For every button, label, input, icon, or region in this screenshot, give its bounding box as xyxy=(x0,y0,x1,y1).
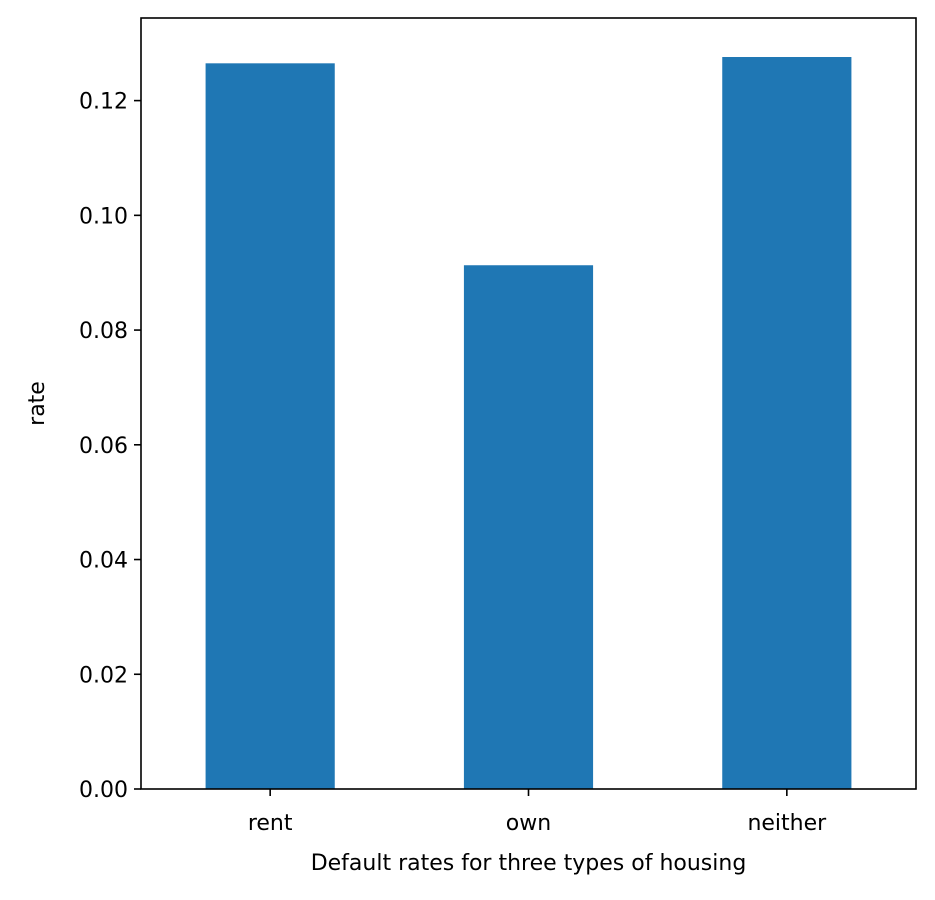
y-tick-label: 0.02 xyxy=(79,663,128,688)
x-tick-label: rent xyxy=(248,811,293,836)
plot-frame xyxy=(140,17,917,790)
x-tick-label: own xyxy=(506,811,551,836)
x-axis-ticks: rent own neither xyxy=(248,789,827,836)
y-axis-ticks: 0.00 0.02 0.04 0.06 0.08 0.10 0.12 xyxy=(79,90,141,803)
y-tick-label: 0.06 xyxy=(79,434,128,459)
y-tick-label: 0.04 xyxy=(79,549,128,574)
y-axis-label: rate xyxy=(25,381,50,426)
bar-neither xyxy=(722,57,852,790)
y-tick-label: 0.10 xyxy=(79,204,128,229)
x-tick-label: neither xyxy=(747,811,827,836)
y-tick-label: 0.08 xyxy=(79,319,128,344)
y-tick-label: 0.00 xyxy=(79,778,128,803)
x-axis-label: Default rates for three types of housing xyxy=(311,851,747,876)
bar-own xyxy=(463,265,594,789)
bar-rent xyxy=(205,63,335,789)
bars-group xyxy=(205,57,852,790)
y-tick-label: 0.12 xyxy=(79,90,128,115)
